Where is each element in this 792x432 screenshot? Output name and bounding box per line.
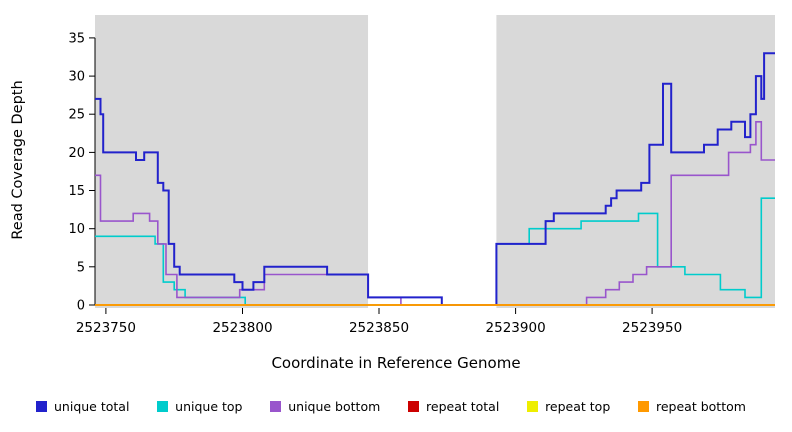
x-tick-label: 2523950 [622, 320, 682, 336]
legend-swatch-repeat-top [527, 401, 539, 412]
legend-swatch-repeat-bottom [638, 401, 649, 412]
series-unique-top [95, 197, 775, 306]
legend-swatch-unique-top [157, 401, 169, 412]
legend-item-repeat-bottom: repeat bottom [638, 399, 746, 414]
legend-swatch-unique-total [36, 401, 47, 412]
legend-label: repeat top [545, 399, 611, 414]
legend-item-unique-top: unique top [157, 399, 242, 414]
x-tick-label: 2523900 [486, 320, 546, 336]
y-tick-label: 35 [68, 31, 85, 46]
region-gap [368, 15, 497, 308]
legend-item-repeat-top: repeat top [527, 399, 610, 414]
plot-background-regions [95, 15, 775, 308]
y-tick-label: 5 [77, 260, 85, 275]
y-tick-label: 20 [68, 146, 85, 161]
legend-label: repeat bottom [656, 399, 746, 414]
legend-label: unique top [175, 399, 243, 414]
legend-swatch-repeat-total [408, 401, 420, 412]
legend-item-unique-bottom: unique bottom [270, 399, 380, 414]
legend-label: unique total [54, 399, 130, 414]
y-tick-label: 25 [68, 108, 85, 123]
legend-item-repeat-total: repeat total [408, 399, 499, 414]
series-lines [95, 52, 775, 306]
x-tick-label: 2523750 [76, 320, 136, 336]
legend: unique total unique top unique bottom repea… [0, 399, 792, 414]
legend-swatch-unique-bottom [270, 401, 282, 412]
y-tick-label: 30 [68, 70, 85, 85]
y-axis: 0 5 10 15 20 25 30 35 [68, 31, 96, 314]
legend-item-unique-total: unique total [36, 399, 129, 414]
x-axis-title: Coordinate in Reference Genome [271, 354, 521, 372]
region-covered-right [496, 15, 775, 308]
legend-label: repeat total [426, 399, 500, 414]
region-covered-left [95, 15, 369, 308]
y-tick-label: 0 [77, 299, 85, 314]
legend-label: unique bottom [288, 399, 381, 414]
coverage-plot: Read Coverage Depth 0 5 10 15 20 25 30 35 252375… [10, 15, 775, 336]
x-axis: 2523750 2523800 2523850 2523900 2523950 [76, 308, 682, 336]
y-axis-title: Read Coverage Depth [10, 80, 26, 239]
y-tick-label: 10 [68, 222, 85, 237]
x-tick-label: 2523850 [349, 320, 409, 336]
x-tick-label: 2523800 [212, 320, 272, 336]
series-unique-total [95, 52, 775, 306]
y-tick-label: 15 [68, 184, 85, 199]
